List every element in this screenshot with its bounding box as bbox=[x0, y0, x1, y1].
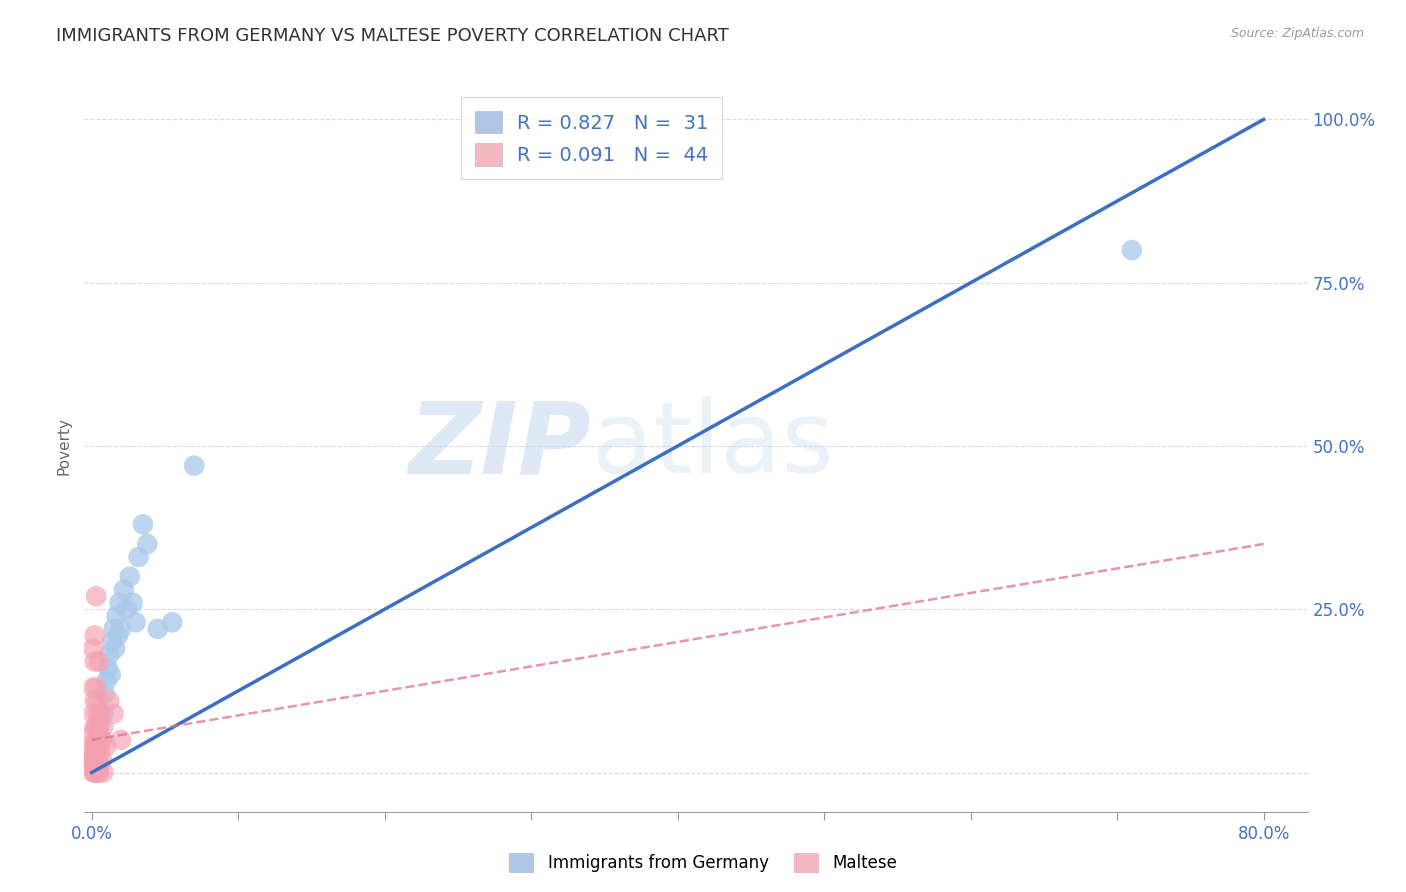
Point bbox=[91, 752, 114, 766]
Point bbox=[97, 661, 120, 675]
Point bbox=[162, 615, 184, 630]
Point bbox=[91, 732, 114, 747]
Point bbox=[84, 759, 107, 773]
Point bbox=[84, 589, 107, 603]
Point bbox=[84, 681, 107, 695]
Point bbox=[83, 720, 105, 734]
Point bbox=[84, 739, 107, 754]
Point bbox=[105, 608, 128, 623]
Point bbox=[93, 706, 115, 721]
Point bbox=[132, 517, 155, 532]
Point bbox=[86, 765, 108, 780]
Text: IMMIGRANTS FROM GERMANY VS MALTESE POVERTY CORRELATION CHART: IMMIGRANTS FROM GERMANY VS MALTESE POVER… bbox=[56, 27, 730, 45]
Point bbox=[101, 635, 124, 649]
Point bbox=[103, 622, 125, 636]
Point bbox=[110, 622, 132, 636]
Point bbox=[83, 739, 105, 754]
Point bbox=[82, 759, 104, 773]
Point bbox=[112, 582, 135, 597]
Point bbox=[121, 596, 143, 610]
Point bbox=[83, 694, 105, 708]
Legend: Immigrants from Germany, Maltese: Immigrants from Germany, Maltese bbox=[502, 847, 904, 880]
Point bbox=[1121, 243, 1143, 257]
Point bbox=[118, 569, 141, 583]
Point bbox=[107, 628, 129, 642]
Point bbox=[87, 759, 110, 773]
Point bbox=[87, 655, 110, 669]
Point bbox=[87, 726, 110, 740]
Legend: R = 0.827   N =  31, R = 0.091   N =  44: R = 0.827 N = 31, R = 0.091 N = 44 bbox=[461, 97, 723, 179]
Point bbox=[108, 596, 131, 610]
Point bbox=[89, 714, 111, 728]
Point bbox=[82, 681, 104, 695]
Point bbox=[82, 726, 104, 740]
Point bbox=[80, 752, 103, 766]
Point bbox=[136, 537, 159, 551]
Point bbox=[183, 458, 205, 473]
Point bbox=[83, 752, 105, 766]
Point bbox=[87, 720, 110, 734]
Point bbox=[82, 752, 104, 766]
Point bbox=[87, 765, 110, 780]
Text: atlas: atlas bbox=[592, 398, 834, 494]
Point bbox=[82, 746, 104, 760]
Point bbox=[84, 720, 107, 734]
Point bbox=[98, 694, 121, 708]
Point bbox=[110, 732, 132, 747]
Point bbox=[146, 622, 169, 636]
Point bbox=[89, 739, 111, 754]
Point bbox=[83, 752, 105, 766]
Point bbox=[100, 667, 122, 681]
Point bbox=[83, 765, 105, 780]
Point bbox=[83, 628, 105, 642]
Point bbox=[84, 746, 107, 760]
Point bbox=[82, 765, 104, 780]
Point bbox=[80, 739, 103, 754]
Point bbox=[89, 706, 111, 721]
Point bbox=[86, 752, 108, 766]
Point bbox=[93, 765, 115, 780]
Point bbox=[86, 739, 108, 754]
Point bbox=[86, 739, 108, 754]
Point bbox=[103, 706, 125, 721]
Point bbox=[93, 720, 115, 734]
Point bbox=[96, 674, 118, 689]
Point bbox=[104, 641, 127, 656]
Point bbox=[82, 706, 104, 721]
Point bbox=[86, 706, 108, 721]
Point bbox=[91, 732, 114, 747]
Point bbox=[83, 655, 105, 669]
Point bbox=[86, 694, 108, 708]
Point bbox=[124, 615, 146, 630]
Point bbox=[84, 732, 107, 747]
Point bbox=[84, 765, 107, 780]
Point bbox=[115, 602, 138, 616]
Point bbox=[87, 746, 110, 760]
Point bbox=[94, 687, 117, 701]
Point bbox=[82, 641, 104, 656]
Point bbox=[128, 549, 150, 564]
Point bbox=[96, 739, 118, 754]
Text: ZIP: ZIP bbox=[409, 398, 592, 494]
Point bbox=[98, 648, 121, 662]
Text: Source: ZipAtlas.com: Source: ZipAtlas.com bbox=[1230, 27, 1364, 40]
Y-axis label: Poverty: Poverty bbox=[56, 417, 72, 475]
